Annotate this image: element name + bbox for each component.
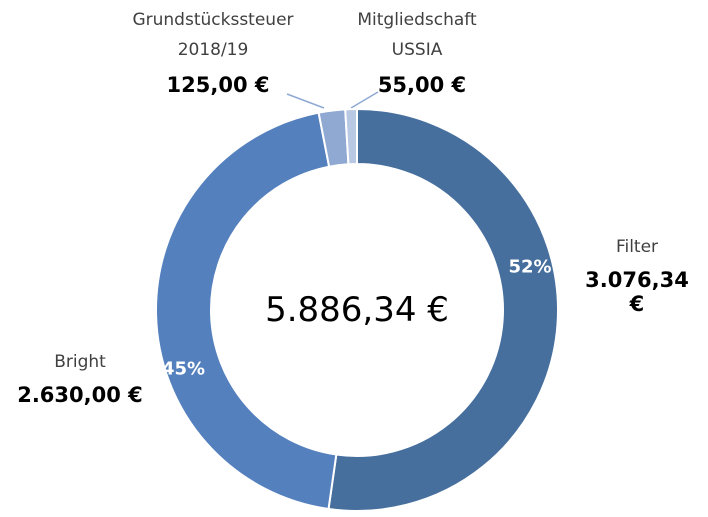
category-label: Mitgliedschaft USSIA [357,10,477,60]
leader-line [286,93,325,109]
percent-label: 52% [509,256,552,277]
donut-slice [327,107,559,512]
value-label: 125,00 € [166,73,270,97]
category-label: Bright [54,352,106,372]
percent-label: 45% [162,358,205,379]
category-label: Grundstückssteuer 2018/19 [132,10,294,60]
leader-line [350,91,379,109]
donut-slice [155,111,338,511]
center-total: 5.886,34 € [265,290,449,330]
value-label: 55,00 € [377,73,467,97]
value-label: 2.630,00 € [17,383,143,407]
value-label: 3.076,34 € [585,268,689,316]
donut-slice [344,107,358,166]
category-label: Filter [615,237,659,257]
